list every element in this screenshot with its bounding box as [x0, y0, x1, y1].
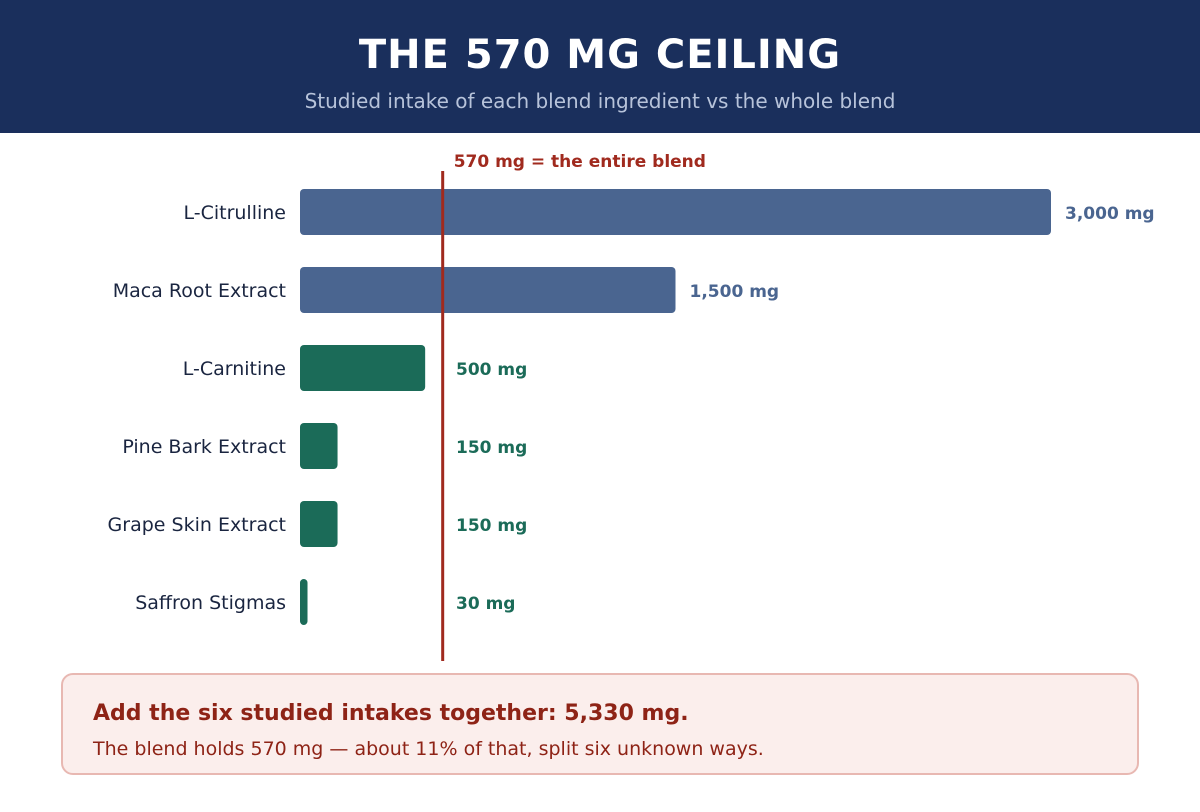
value-label: 1,500 mg [690, 282, 780, 302]
bar [300, 423, 338, 469]
summary-callout: Add the six studied intakes together: 5,… [61, 673, 1139, 775]
category-label: Saffron Stigmas [135, 592, 286, 614]
page-title: THE 570 MG CEILING [358, 32, 842, 78]
value-label: 150 mg [456, 516, 527, 536]
value-label: 30 mg [456, 594, 515, 614]
header-banner: THE 570 MG CEILING Studied intake of eac… [0, 0, 1200, 133]
bar [300, 579, 308, 625]
summary-headline: Add the six studied intakes together: 5,… [93, 701, 689, 726]
bar [300, 267, 676, 313]
value-label: 500 mg [456, 360, 527, 380]
value-label: 150 mg [456, 438, 527, 458]
category-label: Pine Bark Extract [122, 436, 286, 458]
bar-chart: L-Citrulline 3,000 mg Maca Root Extract 1,5… [108, 152, 1155, 661]
page-subtitle: Studied intake of each blend ingredient … [304, 89, 896, 113]
category-label: Maca Root Extract [113, 280, 286, 302]
category-label: L-Carnitine [183, 358, 286, 380]
category-label: L-Citrulline [183, 202, 286, 224]
bar [300, 345, 426, 391]
bar [300, 501, 338, 547]
summary-body: The blend holds 570 mg — about 11% of th… [93, 738, 764, 760]
category-label: Grape Skin Extract [108, 514, 286, 536]
bar [300, 189, 1051, 235]
value-label: 3,000 mg [1065, 204, 1155, 224]
reference-line-label: 570 mg = the entire blend [454, 152, 706, 172]
